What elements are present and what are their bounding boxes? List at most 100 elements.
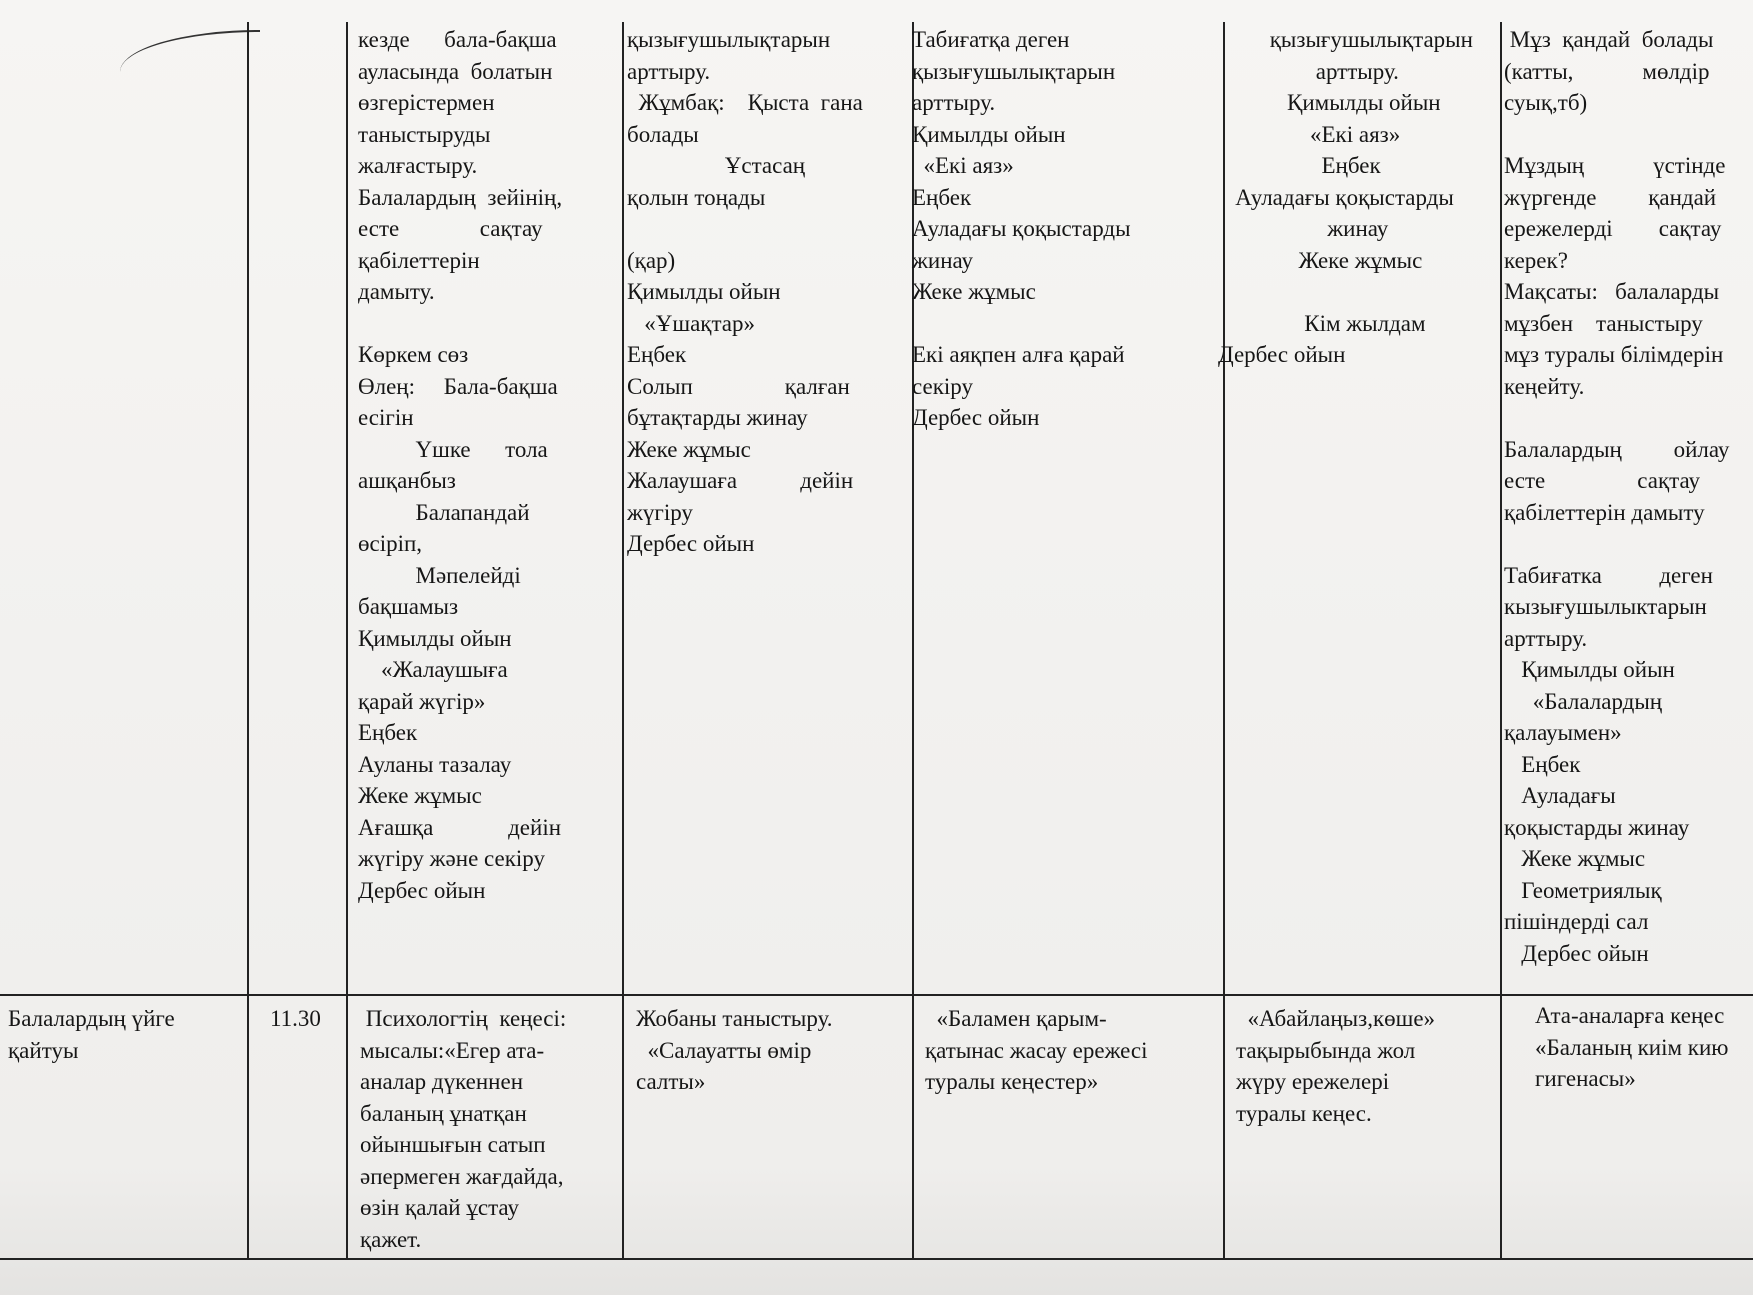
text-line: Ауладағы [1504, 783, 1616, 808]
text-line: Екі аяқпен алға қарай [912, 342, 1125, 367]
text-line: жинау [1218, 216, 1389, 241]
cell-walk-col2: қызығушылықтарын арттыру. Жұмбақ: Қыста г… [627, 24, 911, 560]
text-line: қайтуы [8, 1037, 79, 1063]
table-border [346, 22, 348, 1260]
text-line: Жеке жұмыс [912, 279, 1036, 304]
text-line: кеңейту. [1504, 373, 1585, 399]
text-line: Дербес ойын [1218, 342, 1346, 367]
text-line: Жобаны таныстыру. [636, 1006, 833, 1031]
text-line: «Баламен қарым- [925, 1006, 1107, 1031]
text-line: дамыту. [358, 279, 435, 304]
text-line: аналар дүкеннен [360, 1069, 524, 1094]
text-line: Еңбек [627, 342, 687, 367]
text-line: өсіріп, [358, 531, 423, 556]
text-line: болады [627, 121, 699, 147]
text-line: Мақсаты: балаларды [1504, 279, 1720, 304]
text-line: Ауланы тазалау [358, 751, 512, 777]
text-line: мұз туралы білімдерін [1504, 342, 1724, 367]
text-line: «Абайлаңыз,көше» [1236, 1006, 1436, 1031]
text-line: «Балалардың [1504, 688, 1663, 714]
text-line: таныстыруды [358, 121, 491, 147]
text-line: суық,тб) [1504, 90, 1588, 115]
text-line: туралы кеңес. [1236, 1100, 1372, 1126]
cell-walk-col3: Табиғатқа деген қызығушылықтарын арттыру. Қ… [912, 24, 1217, 434]
text-line: Ата-аналарға кеңес [1535, 1003, 1725, 1028]
table-bottom-border [0, 1258, 1753, 1260]
text-line: «Екі аяз» [912, 153, 1014, 178]
text-line: Кім жылдам [1218, 310, 1426, 336]
text-line: Қимылды ойын [358, 625, 512, 651]
text-line: (қар) [627, 247, 676, 273]
text-line: Психологтің кеңесі: [360, 1006, 567, 1031]
text-line: Жұмбақ: Қыста гана [627, 90, 863, 115]
text-line: Қимылды ойын [1504, 657, 1675, 682]
text-line: жинау [912, 247, 974, 273]
row-divider [0, 994, 1753, 996]
table-border [247, 22, 249, 1260]
cell-walk-col1: кезде бала-бақша ауласында болатын өзгеріс… [358, 24, 613, 906]
text-line: Табиғатка деген [1504, 562, 1713, 588]
text-line: жалғастыру. [358, 153, 478, 178]
text-line: кезде бала-бақша [358, 27, 557, 52]
text-line: баланың ұнатқан [360, 1100, 527, 1126]
text-line: кызығушылыктарын [1504, 594, 1707, 619]
cell-advice-col1: Психологтің кеңесі: мысалы:«Егер ата-анал… [360, 1003, 615, 1255]
cell-walk-col5: Мұз қандай болады (катты, мөлдір суық,тб) … [1504, 24, 1753, 969]
text-line: өзін қалай ұстау [360, 1195, 519, 1220]
text-line: Мұздың үстінде [1504, 153, 1726, 178]
text-line: «Жалаушыға [358, 657, 508, 682]
cell-advice-col5: Ата-аналарға кеңес «Баланың киім кию гиген… [1535, 1000, 1753, 1095]
text-line: жүру ережелері [1236, 1069, 1390, 1094]
text-line: Дербес ойын [358, 877, 486, 903]
text-line: арттыру. [1218, 58, 1399, 84]
text-line: жүгіру [627, 499, 693, 525]
page-edge-curve [120, 30, 260, 72]
text-line: қызығушылықтарын [627, 27, 831, 52]
cell-walk-col4: қызығушылықтарын арттыру. Қимылды ойын «… [1218, 24, 1498, 371]
text-line [1504, 119, 1753, 151]
text-line: арттыру. [627, 58, 711, 84]
text-line: «Ұшақтар» [627, 310, 755, 336]
text-line: Ауладағы қоқыстарды [912, 216, 1131, 241]
text-line: есігін [358, 405, 414, 430]
text-line: Балалардың үйге [8, 1006, 175, 1031]
text-line: Дербес ойын [627, 531, 755, 556]
text-line: Көркем сөз [358, 342, 469, 367]
text-line: Дербес ойын [1504, 940, 1649, 966]
text-line: Балалардың зейінің, [358, 184, 563, 210]
text-line: гигенасы» [1535, 1066, 1636, 1091]
time-text: 11.30 [270, 1006, 321, 1031]
text-line: қарай жүгір» [358, 688, 486, 714]
text-line: Геометриялық [1504, 877, 1662, 903]
text-line: мысалы:«Егер ата- [360, 1037, 545, 1063]
text-line: Ауладағы қоқыстарды [1218, 184, 1454, 210]
text-line: «Екі аяз» [1218, 121, 1401, 147]
text-line: тақырыбында жол [1236, 1037, 1416, 1063]
text-line [1504, 402, 1753, 434]
text-line: Қимылды ойын [912, 121, 1066, 147]
text-line: (катты, мөлдір [1504, 58, 1710, 84]
text-line: Жеке жұмыс [1218, 247, 1423, 273]
text-line: секіру [912, 373, 973, 399]
text-line: Еңбек [1218, 153, 1381, 178]
text-line: Мәпелейді [358, 562, 521, 588]
text-line: Ағашқа дейін [358, 814, 562, 840]
table-border [622, 22, 624, 1260]
text-line: пішіндерді сал [1504, 909, 1649, 934]
text-line: әпермеген жағдайда, [360, 1163, 564, 1189]
text-line: қажет. [360, 1226, 422, 1252]
text-line: бұтақтарды жинау [627, 405, 808, 430]
table-border [1223, 22, 1225, 1260]
text-line: Еңбек [912, 184, 972, 210]
text-line [912, 308, 1217, 340]
cell-advice-col3: «Баламен қарым-қатынас жасау ережесі тура… [925, 1003, 1220, 1098]
text-line: Қимылды ойын [627, 279, 781, 304]
text-line: қалауымен» [1504, 720, 1622, 745]
text-line: Балапандай [358, 499, 530, 525]
text-line: Мұз қандай болады [1504, 27, 1714, 52]
text-line: Жеке жұмыс [627, 436, 751, 462]
text-line: арттыру. [1504, 625, 1588, 651]
text-line: салты» [636, 1069, 706, 1094]
text-line: Еңбек [358, 720, 418, 745]
